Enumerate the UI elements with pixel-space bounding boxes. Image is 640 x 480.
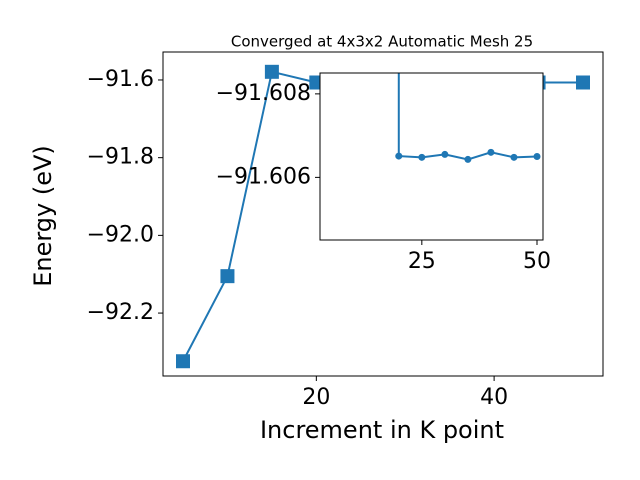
y-tick-label: −91.6	[87, 67, 154, 92]
x-tick-label: 40	[480, 385, 508, 410]
x-tick-label: 50	[523, 249, 551, 274]
chart-title: Converged at 4x3x2 Automatic Mesh 25	[231, 33, 533, 51]
plot-area	[395, 7, 541, 163]
marker	[264, 64, 279, 79]
plot-frame	[319, 72, 544, 241]
marker	[533, 153, 541, 160]
marker	[395, 152, 403, 160]
marker	[441, 150, 449, 158]
marker	[220, 269, 235, 284]
marker	[176, 354, 190, 369]
marker	[418, 153, 426, 161]
x-tick-label: 25	[408, 249, 436, 274]
y-axis-label: Energy (eV)	[29, 145, 57, 287]
y-tick-label: −91.608	[216, 81, 311, 106]
y-tick-label: −91.8	[87, 145, 154, 170]
marker	[487, 148, 495, 156]
marker	[464, 155, 472, 163]
marker	[510, 153, 518, 161]
series-line	[397, 73, 538, 161]
marker	[395, 7, 402, 14]
plot-frame	[162, 51, 604, 377]
x-axis-label: Increment in K point	[260, 416, 504, 444]
y-tick-label: −92.2	[87, 300, 154, 325]
marker	[576, 75, 590, 90]
y-tick-label: −92.0	[87, 222, 154, 247]
x-tick-label: 20	[302, 385, 330, 410]
y-tick-label: −91.606	[216, 164, 311, 189]
